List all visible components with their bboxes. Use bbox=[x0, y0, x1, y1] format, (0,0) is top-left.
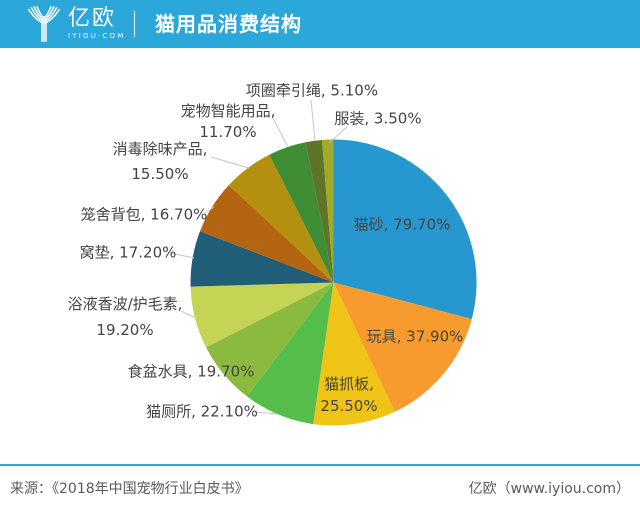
pie-slice-4 bbox=[206, 282, 334, 397]
brand-name: 亿欧 bbox=[68, 6, 117, 31]
leader-line-6 bbox=[169, 252, 195, 259]
footer-divider bbox=[0, 464, 640, 466]
pie-slice-9 bbox=[269, 142, 334, 283]
pie-slice-11 bbox=[322, 139, 334, 283]
pie-slice-5 bbox=[190, 282, 334, 348]
iyiou-y-logo-icon bbox=[27, 6, 61, 42]
pie-slice-8 bbox=[228, 154, 334, 283]
brand-domain: IYIOU·COM bbox=[68, 32, 126, 40]
pie-slice-10 bbox=[305, 140, 334, 283]
brand-logo: 亿欧 IYIOU·COM bbox=[26, 6, 126, 42]
pie-slice-7 bbox=[200, 185, 334, 283]
pie-slice-3 bbox=[247, 282, 334, 425]
leader-line-9 bbox=[272, 117, 289, 148]
leader-line-10 bbox=[310, 99, 316, 141]
header-bar: 亿欧 IYIOU·COM 猫用品消费结构 bbox=[0, 0, 640, 48]
source-text: 来源：《2018年中国宠物行业白皮书》 bbox=[10, 481, 249, 497]
leader-line-8 bbox=[210, 156, 250, 169]
credit-text: 亿欧（www.iyiou.com） bbox=[468, 481, 630, 497]
pie-slice-6 bbox=[190, 231, 334, 287]
footer: 来源：《2018年中国宠物行业白皮书》 亿欧（www.iyiou.com） bbox=[0, 466, 640, 509]
leader-line-3 bbox=[254, 411, 279, 415]
pie-slice-1 bbox=[333, 282, 472, 412]
leader-line-7 bbox=[204, 206, 215, 214]
page-title: 猫用品消费结构 bbox=[155, 12, 302, 36]
pie-slice-0 bbox=[333, 139, 477, 319]
pie-slice-2 bbox=[313, 282, 395, 426]
header-divider bbox=[134, 11, 135, 37]
leader-line-5 bbox=[180, 310, 197, 319]
leader-line-11 bbox=[328, 126, 348, 144]
